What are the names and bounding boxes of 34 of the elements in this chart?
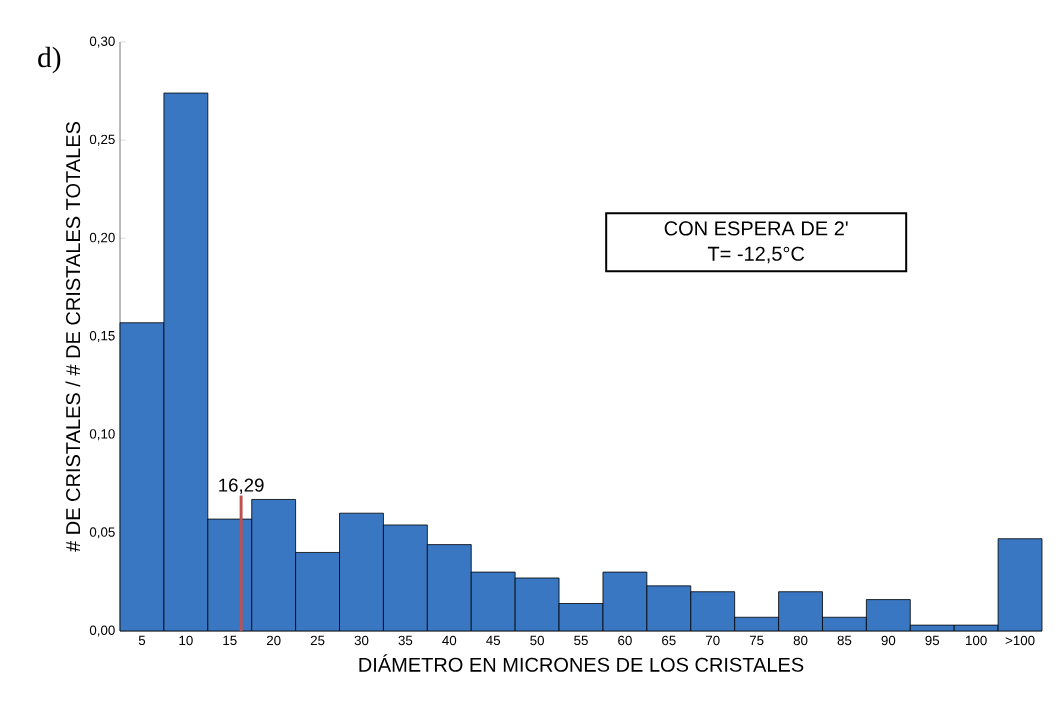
x-tick-label: 35 bbox=[398, 635, 413, 646]
y-tick-label: 0,10 bbox=[89, 429, 115, 441]
x-tick-label: >100 bbox=[1005, 635, 1035, 646]
ref-line-label: 16,29 bbox=[219, 478, 264, 494]
annotation: T= -12,5°C bbox=[707, 246, 805, 264]
x-tick-label: 40 bbox=[442, 635, 457, 646]
x-tick-label: 90 bbox=[881, 635, 896, 646]
x-tick-label: 60 bbox=[618, 635, 632, 646]
x-tick-label: 50 bbox=[530, 635, 544, 646]
x-tick-label: 45 bbox=[486, 635, 501, 646]
x-tick-label: 10 bbox=[179, 635, 193, 646]
y-tick-label: 0,05 bbox=[89, 527, 115, 539]
y-tick-label: 0,30 bbox=[89, 36, 115, 48]
x-tick-label: 85 bbox=[837, 635, 852, 646]
x-tick-label: 75 bbox=[749, 635, 764, 646]
x-tick-label: 80 bbox=[793, 635, 808, 646]
text: d) bbox=[38, 46, 61, 74]
x-tick-label: 65 bbox=[662, 635, 676, 646]
x-tick-label: 55 bbox=[574, 635, 588, 646]
x-tick-label: 30 bbox=[354, 635, 369, 646]
annotation: CON ESPERA DE 2' bbox=[664, 221, 848, 236]
y-tick-label: 0,25 bbox=[89, 134, 115, 146]
x-tick-label: 95 bbox=[925, 635, 940, 646]
y-tick-label: 0,00 bbox=[89, 625, 115, 637]
x-tick-label: 70 bbox=[705, 635, 720, 646]
y-tick-label: 0,20 bbox=[89, 232, 115, 244]
x-tick-label: 5 bbox=[138, 635, 146, 646]
y-axis-title: # DE CRISTALES / # DE CRISTALES TOTALES bbox=[65, 121, 81, 552]
x-tick-label: 100 bbox=[966, 635, 987, 646]
x-tick-label: 15 bbox=[223, 635, 237, 646]
x-tick-label: 25 bbox=[310, 635, 325, 646]
y-tick-label: 0,15 bbox=[89, 331, 115, 343]
x-tick-label: 20 bbox=[266, 635, 281, 646]
x-axis-title: DIÁMETRO EN MICRONES DE LOS CRISTALES bbox=[359, 654, 804, 672]
